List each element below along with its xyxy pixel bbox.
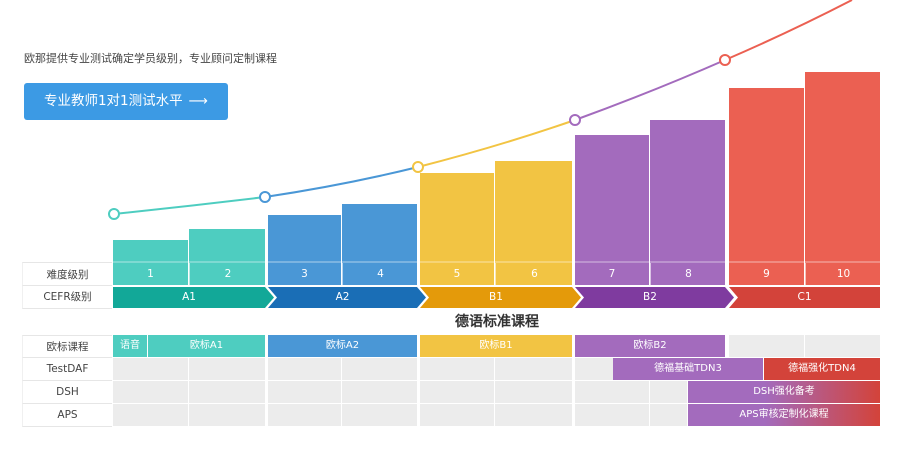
level-3: 3	[301, 268, 308, 280]
arrow-right-icon: ⟶	[188, 93, 209, 109]
trend-markers	[108, 54, 731, 220]
course-testdaf-tdn4[interactable]: 德福强化TDN4	[764, 358, 880, 380]
row-label-dsh: DSH	[22, 381, 112, 404]
cefr-a1: A1	[182, 291, 196, 303]
course-b2[interactable]: 欧标B2	[575, 335, 725, 357]
cefr-b1: B1	[489, 291, 503, 303]
trend-line	[113, 0, 853, 215]
level-9: 9	[763, 268, 770, 280]
test-level-button-label: 专业教师1对1测试水平	[43, 93, 183, 109]
level-4: 4	[342, 263, 418, 285]
cefr-c1: C1	[797, 291, 812, 303]
bar-4	[342, 204, 417, 285]
level-8: 8	[650, 263, 726, 285]
row-label-cefr: CEFR级别	[22, 286, 112, 309]
row-label-aps: APS	[22, 404, 112, 427]
bar-9	[729, 88, 804, 285]
level-5: 5	[453, 268, 461, 280]
marker-b2	[569, 114, 581, 126]
course-aps[interactable]: APS审核定制化课程	[688, 404, 880, 426]
level-1: 1	[147, 268, 154, 280]
bar-8	[650, 120, 725, 285]
bar-2	[189, 229, 265, 285]
course-phonetics[interactable]: 语音	[113, 335, 147, 357]
bar-3	[268, 215, 341, 285]
bar-6	[495, 161, 572, 285]
marker-c1	[719, 54, 731, 66]
level-2: 2	[189, 263, 266, 285]
bar-5	[420, 173, 494, 285]
section-title: 德语标准课程	[455, 314, 539, 330]
level-7: 7	[608, 268, 616, 280]
level-6: 6	[495, 263, 573, 285]
row-label-difficulty: 难度级别	[22, 262, 112, 286]
course-a2[interactable]: 欧标A2	[268, 335, 417, 357]
bar-7	[575, 135, 649, 285]
subtitle: 欧那提供专业测试确定学员级别，专业顾问定制课程	[24, 52, 277, 65]
course-dsh[interactable]: DSH强化备考	[688, 381, 880, 403]
bar-10	[805, 72, 880, 285]
marker-a2	[259, 191, 271, 203]
level-10: 10	[805, 263, 881, 285]
bars	[113, 72, 880, 285]
cefr-a2: A2	[335, 291, 350, 303]
test-level-button[interactable]: 专业教师1对1测试水平 ⟶	[24, 83, 228, 120]
course-testdaf-tdn3[interactable]: 德福基础TDN3	[613, 358, 763, 380]
row-label-testdaf: TestDAF	[22, 358, 112, 381]
course-a1[interactable]: 欧标A1	[148, 335, 265, 357]
course-b1[interactable]: 欧标B1	[420, 335, 572, 357]
marker-b1	[412, 161, 424, 173]
cefr-b2: B2	[643, 291, 657, 303]
cefr-chevrons	[113, 287, 880, 308]
marker-a1	[108, 208, 120, 220]
row-label-course: 欧标课程	[22, 335, 112, 358]
